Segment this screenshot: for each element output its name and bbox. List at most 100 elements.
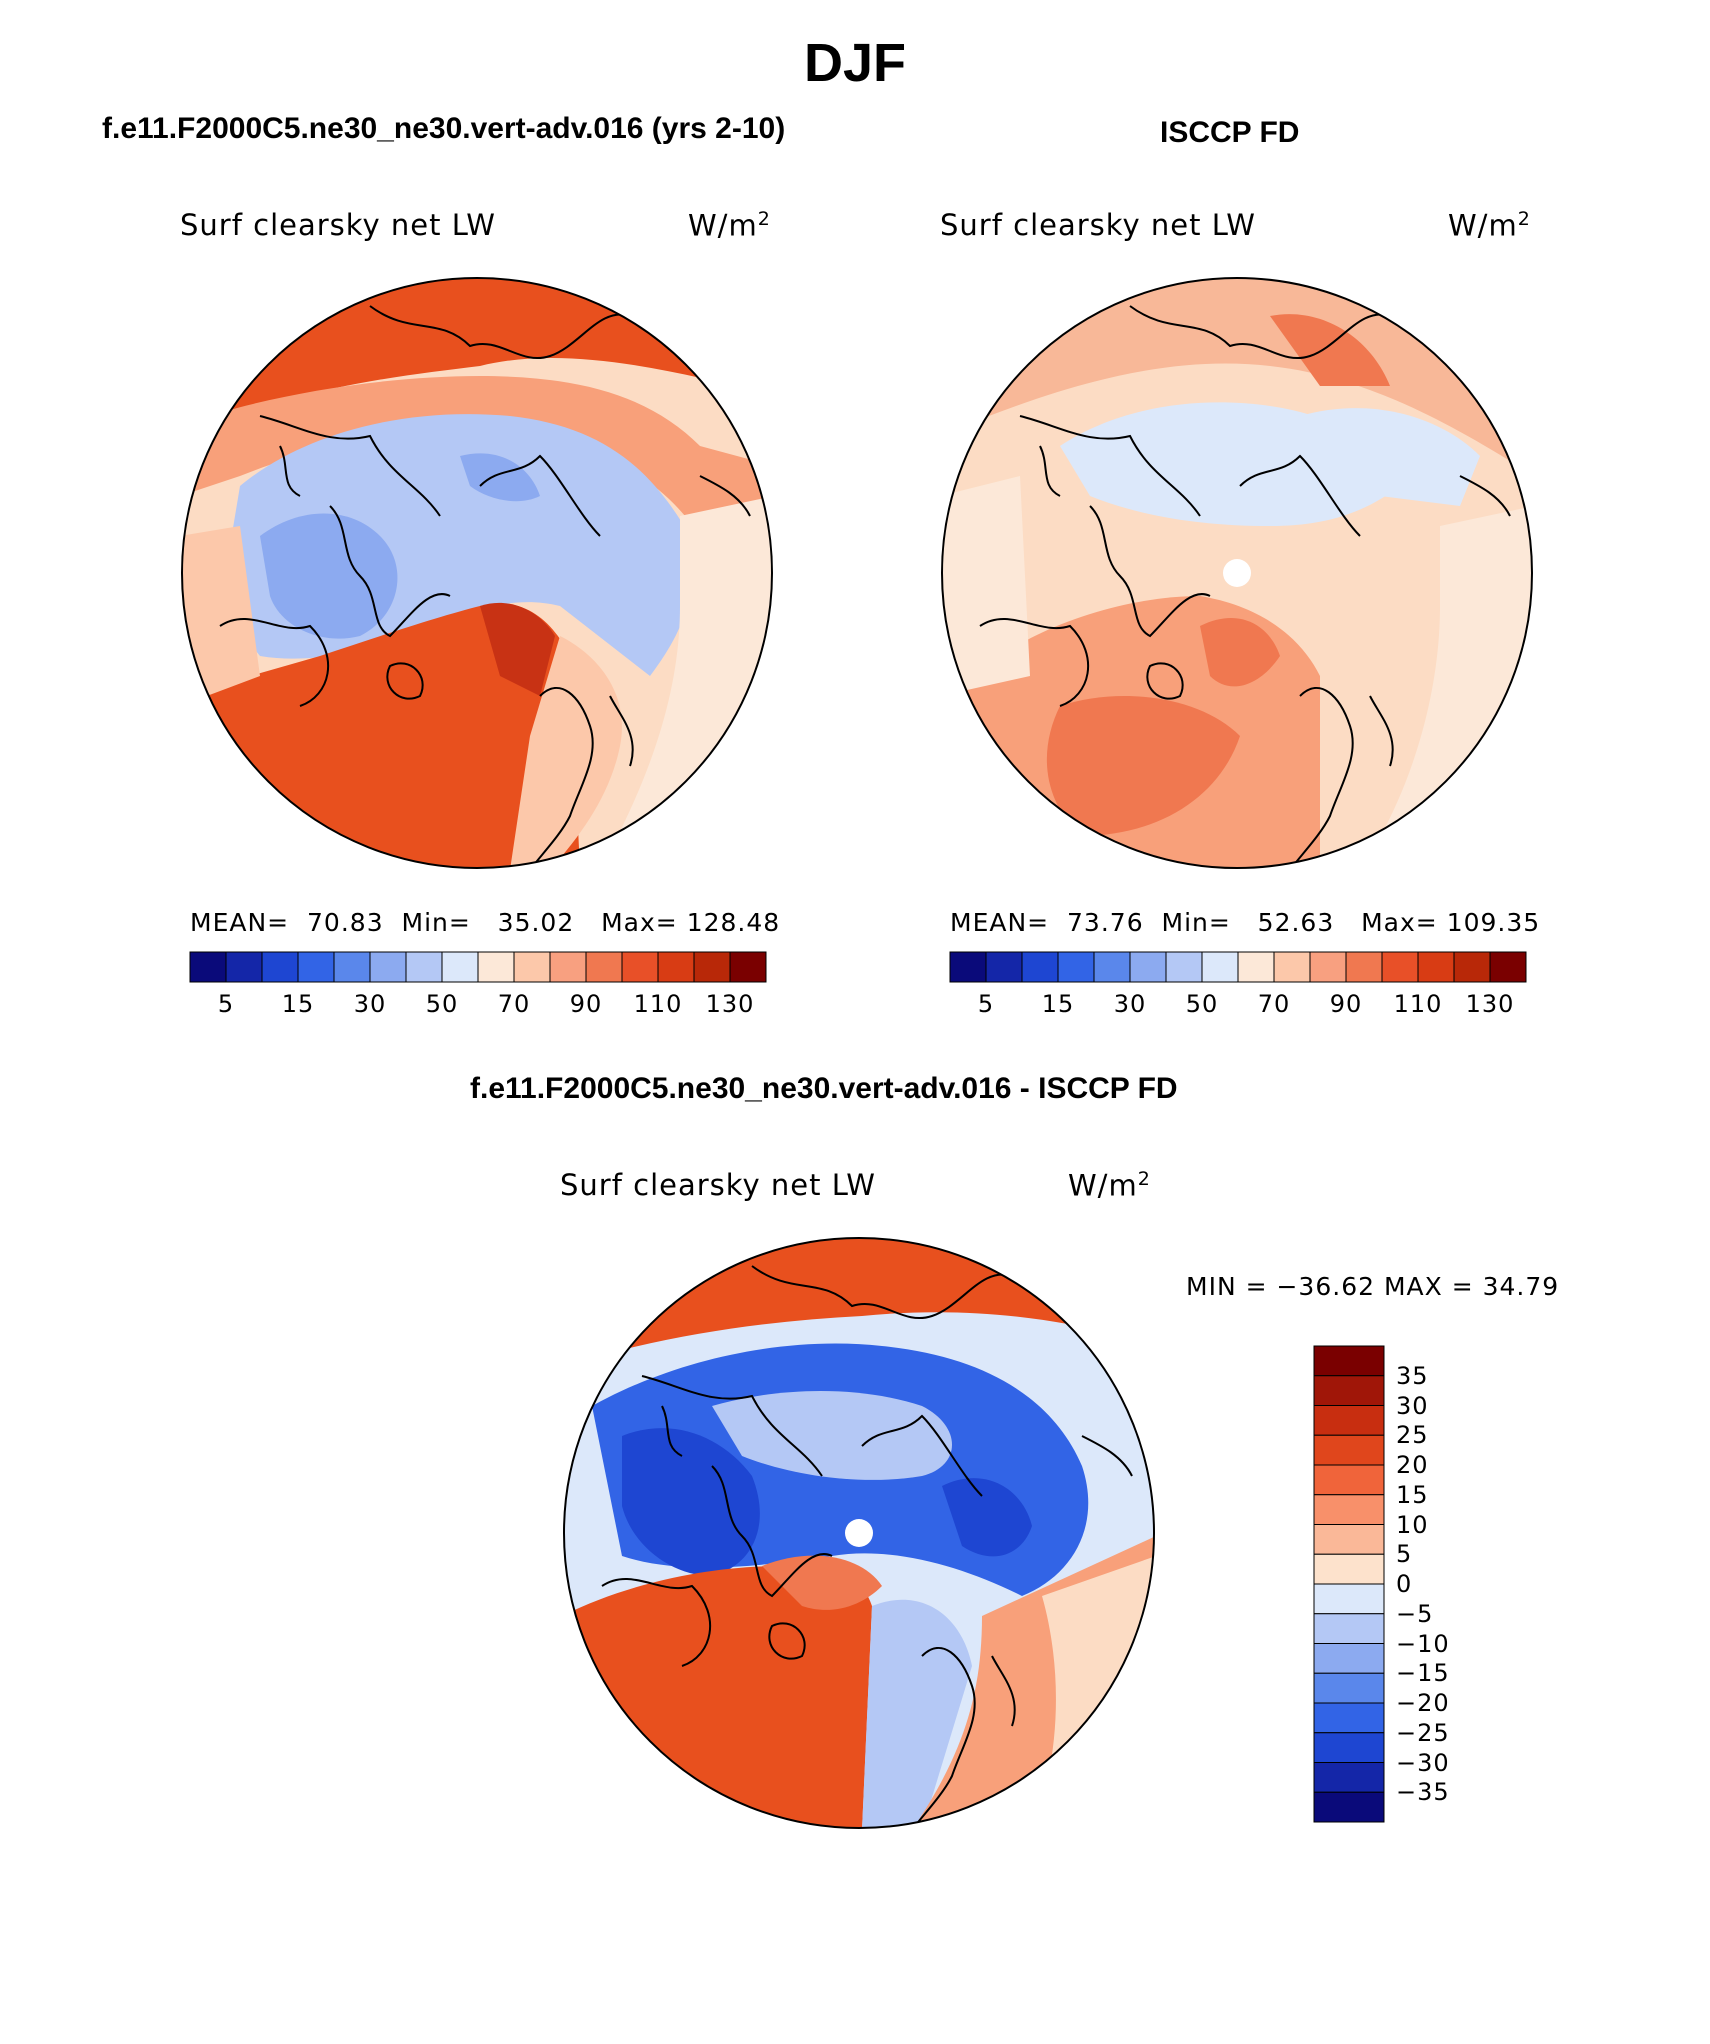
colorbar-swatch: [1313, 1464, 1385, 1496]
map-fill-scandinavia-cool: [862, 1599, 972, 1828]
map-fill-norwegian-sea-warm: [1200, 617, 1280, 687]
panel-diff-colorbar: [1313, 1345, 1385, 1823]
colorbar-swatch: [1309, 951, 1347, 983]
map-fill-west-mild: [942, 476, 1030, 696]
colorbar-swatch: [1313, 1405, 1385, 1436]
map-fill-siberia-cold: [942, 1478, 1032, 1557]
panel-model-colorbar-ticks: 5 15 30 50 70 90 110 130: [190, 990, 766, 1020]
panel-diff-variable: Surf clearsky net LW: [560, 1168, 876, 1202]
colorbar-swatch: [657, 951, 695, 983]
map-coastlines: [979, 305, 1511, 868]
colorbar-tick-label: 70: [497, 990, 531, 1018]
map-coastlines: [219, 305, 751, 868]
panel-obs-title: ISCCP FD: [1160, 116, 1300, 149]
colorbar-tick-label: −30: [1396, 1748, 1450, 1777]
colorbar-tick-label: 90: [1329, 990, 1363, 1018]
panel-model-stats: MEAN= 70.83 Min= 35.02 Max= 128.48: [190, 908, 781, 937]
main-title: DJF: [803, 33, 906, 93]
colorbar-swatch: [1129, 951, 1167, 983]
map-fill-west-mild: [182, 526, 260, 706]
colorbar-swatch: [1313, 1732, 1385, 1763]
colorbar-swatch: [1093, 951, 1131, 983]
colorbar-swatch: [1313, 1643, 1385, 1674]
colorbar-swatch: [1201, 951, 1239, 983]
colorbar-swatch: [1313, 1702, 1385, 1734]
colorbar-swatch: [1381, 951, 1419, 983]
colorbar-swatch: [405, 951, 443, 983]
panel-diff-title: f.e11.F2000C5.ne30_ne30.vert-adv.016 - I…: [470, 1072, 1178, 1105]
colorbar-tick-label: −10: [1396, 1629, 1450, 1658]
colorbar-swatch: [189, 951, 227, 983]
colorbar-swatch: [1313, 1672, 1385, 1704]
colorbar-swatch: [1313, 1494, 1385, 1525]
colorbar-tick-label: 10: [1396, 1510, 1429, 1539]
colorbar-swatch: [1021, 951, 1059, 983]
panel-diff-minmax: MIN = −36.62 MAX = 34.79: [1186, 1272, 1560, 1301]
colorbar-swatch: [1313, 1583, 1385, 1615]
colorbar-tick-label: 5: [217, 990, 235, 1018]
colorbar-tick-label: 110: [633, 990, 683, 1018]
colorbar-swatch: [1313, 1553, 1385, 1585]
colorbar-swatch: [1345, 951, 1383, 983]
colorbar-swatch: [621, 951, 659, 983]
map-fill-siberia-cool: [460, 453, 540, 502]
panel-diff-map: [563, 1237, 1155, 1829]
colorbar-swatch: [949, 951, 987, 983]
colorbar-tick-label: −25: [1396, 1718, 1450, 1747]
map-pole-hole: [1223, 559, 1251, 587]
colorbar-tick-label: 30: [353, 990, 387, 1018]
map-fill-central-arctic-pale: [712, 1391, 952, 1480]
colorbar-tick-label: 50: [1185, 990, 1219, 1018]
map-fill-archipelago-cool: [260, 513, 398, 639]
panel-obs-colorbar: [949, 951, 1527, 983]
colorbar-swatch: [1273, 951, 1311, 983]
map-fill-arctic-cool: [1060, 402, 1400, 526]
colorbar-tick-label: 15: [281, 990, 315, 1018]
panel-obs-units: W/m2: [1448, 208, 1531, 243]
colorbar-tick-label: 130: [705, 990, 755, 1018]
colorbar-swatch: [1237, 951, 1275, 983]
colorbar-swatch: [693, 951, 731, 983]
panel-diff-colorbar-ticks: 35 30 25 20 15 10 5 0 −5 −10 −15 −20 −25 −30 −35: [1396, 1346, 1506, 1822]
colorbar-swatch: [1165, 951, 1203, 983]
map-fill-archipelago-cold: [622, 1428, 760, 1576]
colorbar-tick-label: 50: [425, 990, 459, 1018]
panel-model-title: f.e11.F2000C5.ne30_ne30.vert-adv.016 (yr…: [102, 112, 786, 145]
colorbar-tick-label: 30: [1113, 990, 1147, 1018]
colorbar-swatch: [1313, 1345, 1385, 1377]
colorbar-swatch: [1313, 1791, 1385, 1823]
colorbar-swatch: [1057, 951, 1095, 983]
colorbar-swatch: [1313, 1613, 1385, 1644]
colorbar-tick-label: 0: [1396, 1570, 1413, 1598]
panel-model-units: W/m2: [688, 208, 771, 243]
colorbar-tick-label: 15: [1041, 990, 1075, 1018]
colorbar-swatch: [1313, 1762, 1385, 1793]
panel-obs-map: [941, 277, 1533, 869]
map-fill-iceland-warm: [1046, 696, 1240, 836]
colorbar-tick-label: 20: [1396, 1451, 1429, 1479]
colorbar-tick-label: 15: [1396, 1480, 1429, 1509]
panel-model-map: [181, 277, 773, 869]
map-fill-greenland-sea-warm: [762, 1555, 882, 1610]
colorbar-swatch: [297, 951, 335, 983]
map-fill-north-orange: [182, 376, 772, 536]
colorbar-swatch: [729, 951, 767, 983]
map-fill-siberia-cool: [1300, 408, 1480, 506]
colorbar-swatch: [549, 951, 587, 983]
colorbar-swatch: [1453, 951, 1491, 983]
colorbar-swatch: [513, 951, 551, 983]
colorbar-swatch: [441, 951, 479, 983]
colorbar-tick-label: 25: [1396, 1421, 1429, 1450]
map-border: [181, 277, 773, 869]
map-coastlines: [601, 1265, 1133, 1828]
colorbar-tick-label: 110: [1393, 990, 1443, 1018]
panel-diff-units: W/m2: [1068, 1168, 1151, 1203]
colorbar-swatch: [225, 951, 263, 983]
colorbar-swatch: [585, 951, 623, 983]
colorbar-tick-label: −15: [1396, 1659, 1450, 1688]
colorbar-tick-label: 5: [1396, 1540, 1413, 1569]
map-border: [941, 277, 1533, 869]
colorbar-swatch: [261, 951, 299, 983]
map-fill-greenland-sea-hot: [480, 602, 555, 696]
colorbar-swatch: [333, 951, 371, 983]
